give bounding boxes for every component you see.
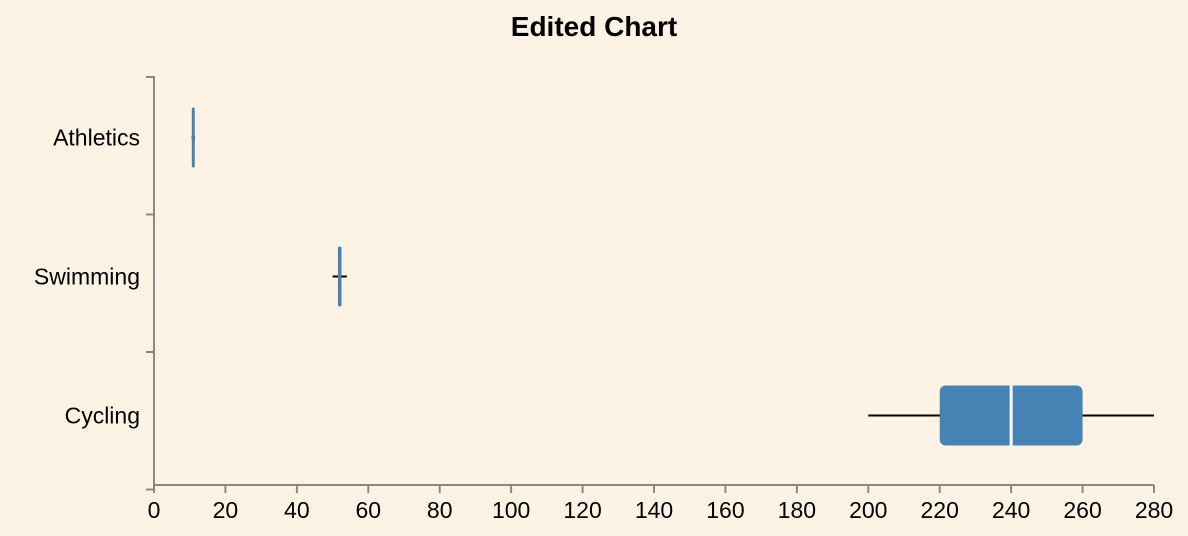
x-tick-label: 260: [1063, 497, 1101, 523]
y-tick-label: Athletics: [53, 125, 140, 151]
y-tick-label: Cycling: [65, 403, 140, 429]
x-tick-label: 280: [1135, 497, 1173, 523]
x-tick-label: 0: [148, 497, 161, 523]
x-tick-label: 160: [706, 497, 744, 523]
x-tick-label: 140: [635, 497, 673, 523]
box-body: [191, 107, 195, 168]
x-tick-label: 100: [492, 497, 530, 523]
y-tick-label: Swimming: [34, 264, 140, 290]
box-body: [337, 246, 342, 307]
x-tick-label: 180: [778, 497, 816, 523]
x-tick-label: 120: [563, 497, 601, 523]
x-tick-label: 240: [992, 497, 1030, 523]
box-cycling: [868, 385, 1154, 446]
chart-title: Edited Chart: [511, 11, 677, 42]
x-tick-label: 200: [849, 497, 887, 523]
box-athletics: [191, 107, 196, 168]
x-tick-label: 40: [284, 497, 310, 523]
axes: Athletics Swimming Cycling 0 20 40 60 80 100 120 1…: [34, 76, 1173, 523]
box-swimming: [332, 246, 347, 307]
boxes-group: [191, 107, 1154, 446]
x-tick-label: 20: [213, 497, 239, 523]
x-tick-label: 80: [427, 497, 453, 523]
x-tick-label: 60: [355, 497, 381, 523]
x-tick-label: 220: [921, 497, 959, 523]
